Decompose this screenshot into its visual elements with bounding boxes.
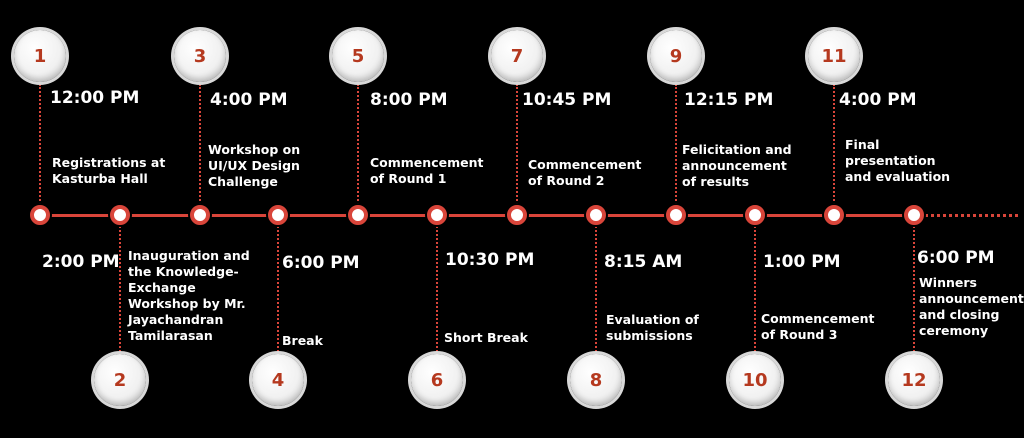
- timeline-node-3: [190, 205, 210, 225]
- step-badge-8: 8: [570, 354, 622, 406]
- step-number: 11: [821, 45, 847, 67]
- connector-2: [119, 218, 121, 352]
- step-number: 7: [510, 45, 524, 67]
- timeline-node-11: [824, 205, 844, 225]
- step-badge-5: 5: [332, 30, 384, 82]
- event-time: 6:00 PM: [917, 248, 995, 268]
- step-number: 10: [742, 369, 768, 391]
- connector-5: [357, 84, 359, 212]
- step-number: 6: [430, 369, 444, 391]
- event-description: Felicitation and announcement of results: [682, 142, 792, 189]
- event-description: Commencement of Round 2: [528, 157, 642, 188]
- event-time: 4:00 PM: [839, 90, 917, 110]
- timeline-node-10: [745, 205, 765, 225]
- step-number: 8: [589, 369, 603, 391]
- connector-9: [675, 84, 677, 212]
- step-number: 1: [33, 45, 47, 67]
- timeline-node-8: [586, 205, 606, 225]
- event-description: Winners announcement and closing ceremony: [919, 275, 1024, 338]
- timeline-node-7: [507, 205, 527, 225]
- timeline-node-12: [904, 205, 924, 225]
- step-number: 12: [901, 369, 927, 391]
- event-description: Evaluation of submissions: [606, 312, 699, 343]
- event-description: Break: [282, 333, 323, 348]
- event-time: 1:00 PM: [763, 252, 841, 272]
- connector-3: [199, 84, 201, 212]
- timeline-continuation: [918, 214, 1018, 217]
- event-description: Workshop on UI/UX Design Challenge: [208, 142, 301, 189]
- event-description: Registrations at Kasturba Hall: [52, 155, 166, 186]
- event-description: Final presentation and evaluation: [845, 137, 951, 184]
- step-badge-9: 9: [650, 30, 702, 82]
- step-badge-6: 6: [411, 354, 463, 406]
- event-description: Commencement of Round 3: [761, 311, 875, 342]
- timeline-line: [40, 214, 914, 217]
- connector-11: [833, 84, 835, 212]
- event-time: 12:00 PM: [50, 88, 140, 108]
- timeline-node-6: [427, 205, 447, 225]
- step-badge-10: 10: [729, 354, 781, 406]
- connector-7: [516, 84, 518, 212]
- step-number: 3: [193, 45, 207, 67]
- connector-12: [913, 218, 915, 352]
- event-description: Short Break: [444, 330, 528, 345]
- timeline-node-9: [666, 205, 686, 225]
- step-badge-2: 2: [94, 354, 146, 406]
- event-time: 10:30 PM: [445, 250, 535, 270]
- step-badge-1: 1: [14, 30, 66, 82]
- connector-1: [39, 84, 41, 212]
- step-number: 9: [669, 45, 683, 67]
- step-badge-3: 3: [174, 30, 226, 82]
- event-description: Commencement of Round 1: [370, 155, 484, 186]
- event-time: 8:15 AM: [604, 252, 683, 272]
- event-description: Inauguration and the Knowledge- Exchange Wo…: [128, 248, 250, 343]
- event-time: 10:45 PM: [522, 90, 612, 110]
- timeline-node-1: [30, 205, 50, 225]
- step-badge-7: 7: [491, 30, 543, 82]
- step-number: 2: [113, 369, 127, 391]
- connector-8: [595, 218, 597, 352]
- step-number: 5: [351, 45, 365, 67]
- timeline-node-5: [348, 205, 368, 225]
- step-badge-11: 11: [808, 30, 860, 82]
- event-time: 4:00 PM: [210, 90, 288, 110]
- step-number: 4: [271, 369, 285, 391]
- event-time: 2:00 PM: [42, 252, 120, 272]
- connector-6: [436, 218, 438, 352]
- step-badge-12: 12: [888, 354, 940, 406]
- connector-4: [277, 218, 279, 352]
- timeline-node-4: [268, 205, 288, 225]
- timeline-node-2: [110, 205, 130, 225]
- event-time: 8:00 PM: [370, 90, 448, 110]
- event-time: 12:15 PM: [684, 90, 774, 110]
- event-time: 6:00 PM: [282, 253, 360, 273]
- connector-10: [754, 218, 756, 352]
- step-badge-4: 4: [252, 354, 304, 406]
